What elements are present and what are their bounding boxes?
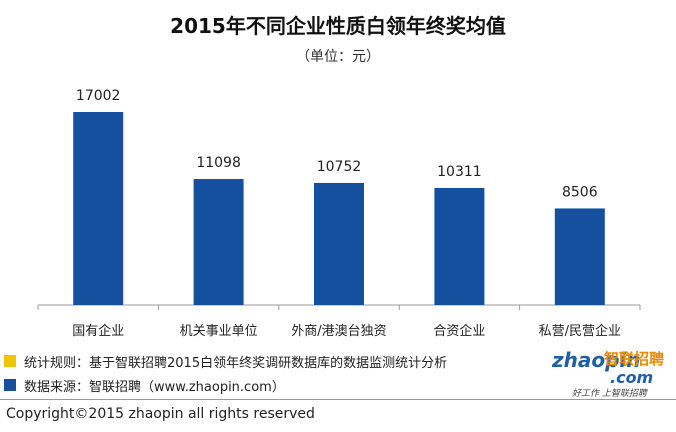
category-label: 机关事业单位 [180, 324, 258, 339]
note-source-swatch [4, 379, 16, 391]
logo-cn: 智联招聘 [604, 350, 665, 368]
data-label: 10311 [437, 164, 482, 180]
logo-slogan: 好工作 上智联招聘 [572, 389, 647, 399]
bar-chart: 17002 国有企业 11098 机关事业单位 10752 外商/港澳台独资 10311 合资… [37, 88, 641, 339]
data-label: 11098 [196, 155, 241, 171]
note-source: 数据来源：智联招聘（www.zhaopin.com） [4, 374, 285, 396]
category-label: 外商/港澳台独资 [291, 323, 386, 339]
bar-5 [554, 208, 605, 305]
copyright-text: Copyright©2015 zhaopin all rights reserv… [6, 406, 315, 422]
note-rule-swatch [4, 355, 16, 367]
chart-title: 2015年不同企业性质白领年终奖均值 [170, 14, 506, 38]
category-label: 私营/民营企业 [539, 323, 621, 339]
bar-4 [434, 187, 485, 305]
zhaopin-logo: zhaopin 智联招聘 .com 好工作 上智联招聘 [552, 348, 674, 399]
bar-2 [193, 179, 244, 305]
bar-1 [73, 112, 124, 305]
data-label: 8506 [562, 184, 598, 200]
note-rule-text: 统计规则：基于智联招聘2015白领年终奖调研数据库的数据监测统计分析 [24, 355, 448, 371]
category-label: 国有企业 [72, 323, 124, 339]
logo-suffix: .com [610, 368, 654, 387]
note-source-text: 数据来源：智联招聘（www.zhaopin.com） [24, 379, 285, 395]
bar-3 [314, 182, 364, 305]
note-rule: 统计规则：基于智联招聘2015白领年终奖调研数据库的数据监测统计分析 [4, 350, 447, 372]
footer-divider [0, 399, 676, 400]
data-label: 10752 [317, 159, 362, 175]
category-label: 合资企业 [433, 323, 485, 339]
logo-latin: zhaopin [552, 348, 641, 372]
data-label: 17002 [76, 88, 121, 104]
chart-subtitle: （单位：元） [296, 49, 380, 65]
